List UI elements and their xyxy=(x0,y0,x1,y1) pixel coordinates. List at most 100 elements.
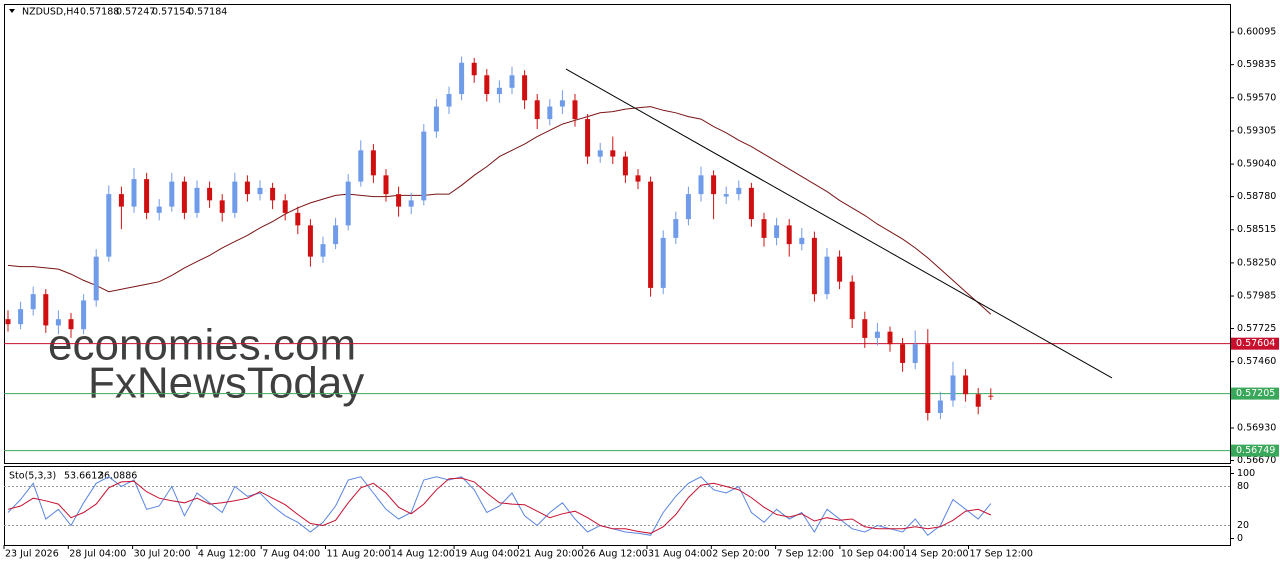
candle-body xyxy=(383,175,389,195)
x-tick-label: 11 Aug 20:00 xyxy=(327,549,391,560)
candle-body xyxy=(408,200,414,207)
candle-body xyxy=(673,219,679,238)
candle-body xyxy=(194,187,200,213)
y-tick-label: 0.57725 xyxy=(1237,323,1276,334)
candle-body xyxy=(270,187,276,201)
candle-body xyxy=(496,87,502,95)
candle-body xyxy=(81,300,87,330)
candle-body xyxy=(471,62,477,76)
low: 0.57154 xyxy=(152,7,191,18)
candle-body xyxy=(572,100,578,120)
x-tick-label: 4 Aug 12:00 xyxy=(198,549,256,560)
candle-body xyxy=(320,244,326,257)
candle-body xyxy=(824,256,830,295)
candle-body xyxy=(648,181,654,288)
candle-body xyxy=(887,331,893,345)
level-label: 0.57604 xyxy=(1236,338,1275,349)
candle-body xyxy=(963,375,969,395)
x-tick-label: 14 Sep 20:00 xyxy=(905,549,968,560)
x-tick-label: 23 Jul 2026 xyxy=(5,549,59,560)
y-tick-label: 0.57985 xyxy=(1237,291,1276,302)
candle-body xyxy=(912,344,918,363)
x-tick-label: 10 Sep 04:00 xyxy=(841,549,904,560)
y-tick-label: 0.58515 xyxy=(1237,224,1276,235)
candle-body xyxy=(597,150,603,157)
candle-body xyxy=(5,319,11,325)
x-tick-label: 30 Jul 20:00 xyxy=(134,549,191,560)
candle-body xyxy=(433,106,439,132)
candle-body xyxy=(333,225,339,245)
candle-body xyxy=(345,181,351,226)
candle-body xyxy=(937,400,943,413)
candle-body xyxy=(559,100,565,107)
candle-body xyxy=(748,187,754,220)
candle-body xyxy=(232,181,238,213)
x-tick-label: 19 Aug 04:00 xyxy=(455,549,519,560)
candle-body xyxy=(799,237,805,245)
candle-body xyxy=(358,150,364,182)
y-tick-label: 0.60095 xyxy=(1237,27,1276,38)
candle-body xyxy=(522,75,528,101)
y-tick-label: 0.59835 xyxy=(1237,59,1276,70)
candle-body xyxy=(396,194,402,207)
candle-body xyxy=(257,187,263,195)
candle-body xyxy=(925,344,931,413)
candle-body xyxy=(459,62,465,95)
candle-body xyxy=(55,319,61,326)
candle-body xyxy=(370,150,376,176)
level-label-box xyxy=(1231,444,1279,457)
candle-body xyxy=(774,225,780,238)
candle-body xyxy=(761,219,767,238)
candle-body xyxy=(685,194,691,220)
candle-body xyxy=(975,394,981,407)
candle-body xyxy=(181,181,187,213)
y-tick-label: 0.59570 xyxy=(1237,92,1276,103)
candle-body xyxy=(244,181,250,195)
x-tick-label: 7 Sep 12:00 xyxy=(777,549,834,560)
x-tick-label: 14 Aug 12:00 xyxy=(391,549,455,560)
candle-body xyxy=(421,131,427,201)
open: 0.57188 xyxy=(80,7,119,18)
candle-body xyxy=(534,100,540,120)
x-tick-label: 2 Sep 20:00 xyxy=(712,549,769,560)
candle-body xyxy=(156,206,162,213)
candle-body xyxy=(106,194,112,257)
candle-body xyxy=(68,319,74,330)
stoch-tick-label: 0 xyxy=(1237,533,1243,544)
y-tick-label: 0.59305 xyxy=(1237,125,1276,136)
x-tick-label: 7 Aug 04:00 xyxy=(262,549,320,560)
candle-body xyxy=(207,187,213,201)
candle-body xyxy=(43,294,49,326)
candle-body xyxy=(723,194,729,197)
candle-body xyxy=(295,212,301,226)
x-tick-label: 17 Sep 12:00 xyxy=(970,549,1033,560)
candle-body xyxy=(547,106,553,120)
candle-body xyxy=(118,194,124,207)
candle-body xyxy=(509,75,515,88)
candle-body xyxy=(585,119,591,157)
x-tick-label: 31 Aug 04:00 xyxy=(648,549,712,560)
candle-body xyxy=(484,75,490,95)
candle-body xyxy=(93,256,99,301)
candle-body xyxy=(622,156,628,176)
x-tick-label: 28 Jul 04:00 xyxy=(69,549,126,560)
y-tick-label: 0.56670 xyxy=(1237,455,1276,466)
candle-body xyxy=(900,344,906,363)
candle-body xyxy=(698,175,704,195)
candle-body xyxy=(282,200,288,213)
y-tick-label: 0.58250 xyxy=(1237,257,1276,268)
candle-body xyxy=(131,179,137,207)
candle-body xyxy=(660,237,666,288)
candle-body xyxy=(874,331,880,338)
candle-body xyxy=(849,281,855,320)
candle-body xyxy=(837,256,843,282)
stoch-frame xyxy=(4,466,1231,546)
y-tick-label: 0.59040 xyxy=(1237,159,1276,170)
stoch-d xyxy=(7,477,992,534)
candle-body xyxy=(988,395,994,397)
candle-body xyxy=(635,175,641,182)
candle-body xyxy=(169,181,175,207)
x-tick-label: 21 Aug 20:00 xyxy=(519,549,583,560)
